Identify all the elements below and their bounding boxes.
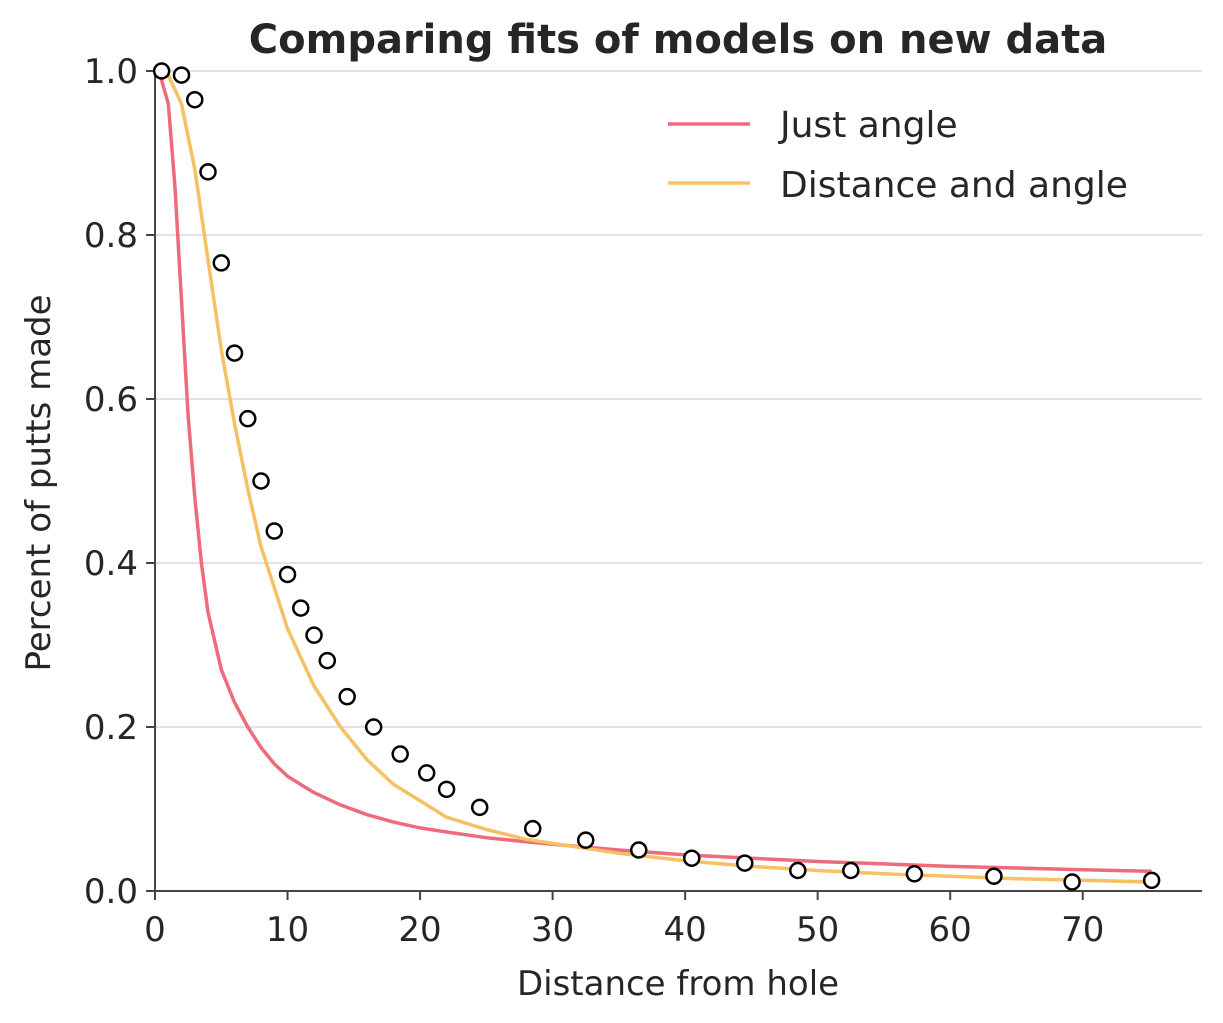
x-tick-label: 30 [531, 910, 574, 950]
y-axis-label: Percent of putts made [19, 294, 59, 671]
legend-label-distance-and-angle: Distance and angle [780, 165, 1128, 206]
x-tick-label: 60 [929, 910, 972, 950]
legend: Just angle Distance and angle [668, 105, 1128, 206]
y-tick-label: 0.6 [84, 380, 138, 420]
y-tick-label: 0.4 [84, 544, 138, 584]
data-point [292, 599, 310, 617]
data-point [391, 745, 409, 763]
data-point [318, 651, 337, 670]
data-point [265, 522, 284, 540]
data-point [186, 90, 204, 109]
data-point [842, 861, 860, 880]
data-point [789, 861, 807, 880]
data-point [629, 841, 648, 859]
data-point [199, 163, 217, 181]
data-point [338, 687, 356, 706]
data-point [278, 565, 297, 584]
data-point [576, 831, 595, 849]
data-point [437, 780, 456, 799]
data-point [152, 62, 171, 80]
series-lines [157, 69, 1152, 884]
data-point [225, 344, 244, 362]
y-tick-label: 0.2 [84, 708, 138, 748]
series-line-just-angle [157, 70, 1152, 874]
series-line-distance-and-angle [158, 69, 1152, 884]
x-tick-label: 40 [663, 910, 706, 950]
data-point [523, 819, 542, 838]
data-point [736, 854, 754, 872]
data-point [905, 865, 924, 883]
data-point [172, 66, 191, 84]
x-tick-label: 10 [266, 910, 309, 950]
observed-points [152, 62, 1161, 891]
x-axis-label: Distance from hole [517, 964, 839, 1004]
x-tick-label: 20 [398, 910, 441, 950]
axes: 0.0 0.2 0.4 0.6 0.8 1.0 0 10 20 30 40 50 60 70 [84, 52, 1202, 950]
data-point [364, 718, 383, 736]
data-point [1063, 873, 1081, 891]
y-tick-label: 0.8 [84, 216, 138, 256]
data-point [1142, 871, 1161, 890]
y-tick-label: 0.0 [84, 872, 138, 912]
data-point [305, 626, 323, 644]
x-tick-label: 70 [1061, 910, 1104, 950]
x-tick-label: 50 [796, 910, 839, 950]
chart-title: Comparing fits of models on new data [249, 17, 1107, 63]
x-tick-label: 0 [144, 910, 166, 950]
data-point [239, 409, 257, 428]
y-tick-label: 1.0 [84, 52, 138, 92]
data-point [985, 867, 1003, 885]
data-point [212, 254, 231, 272]
data-point [252, 472, 270, 490]
data-point [470, 798, 489, 817]
data-point [417, 764, 436, 782]
legend-label-just-angle: Just angle [778, 105, 958, 146]
data-point [683, 849, 701, 867]
gridlines [155, 70, 1202, 728]
